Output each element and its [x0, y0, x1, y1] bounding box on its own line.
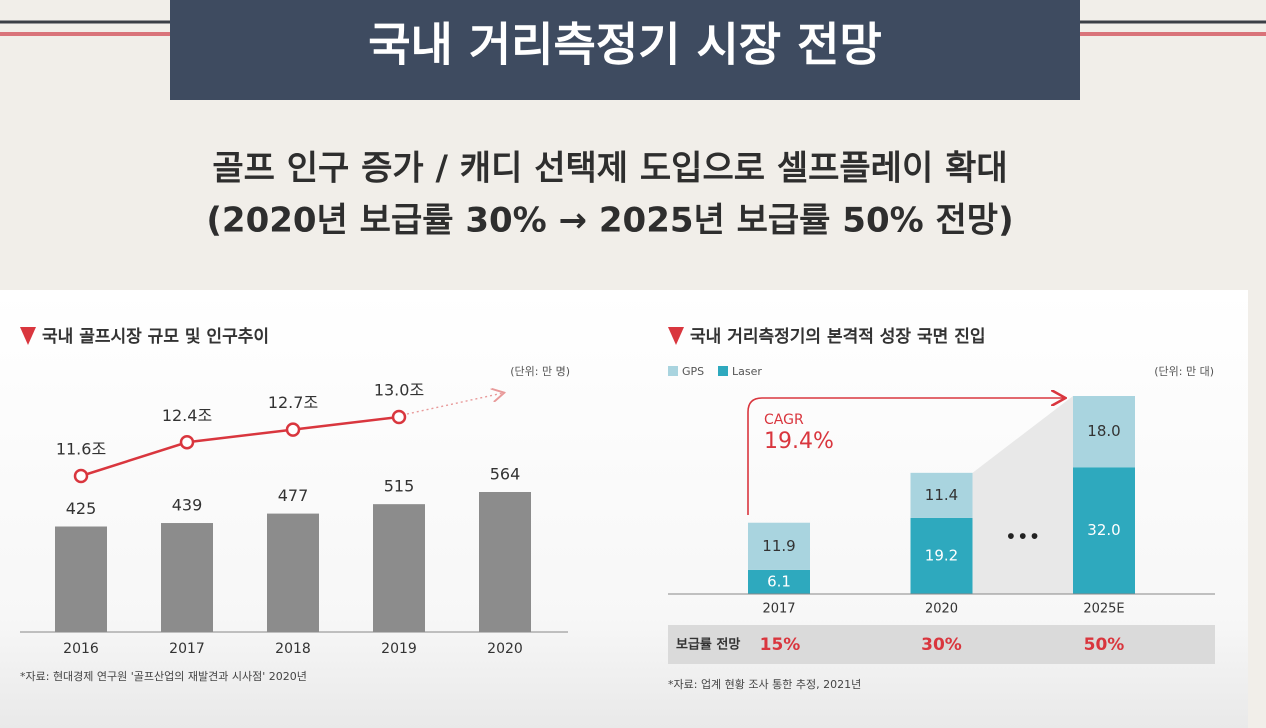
penetration-value: 50% — [1084, 635, 1125, 655]
line — [80, 415, 400, 478]
data-label: 32.0 — [1087, 521, 1120, 539]
data-label: 6.1 — [767, 572, 791, 590]
data-label: 19.2 — [925, 546, 958, 564]
line-point — [391, 409, 407, 425]
data-label: 11.4 — [925, 486, 958, 504]
data-label: 13.0조 — [374, 381, 424, 400]
legend-label: Laser — [732, 365, 762, 378]
legend-swatch — [718, 366, 728, 376]
x-tick-label: 2017 — [762, 602, 795, 617]
legend-label: GPS — [682, 365, 704, 378]
title-banner — [170, 0, 1080, 100]
bar — [267, 513, 319, 632]
gap-label: ••• — [1005, 525, 1040, 549]
bar-segment — [910, 472, 973, 518]
unit-label: (단위: 만 명) — [510, 365, 570, 378]
line-point — [285, 422, 301, 437]
chart-title: 국내 골프시장 규모 및 인구추이 — [42, 327, 269, 347]
trend-extension — [406, 393, 503, 415]
subtitle: 골프 인구 증가 / 캐디 선택제 도입으로 셀프플레이 확대 — [212, 149, 1007, 189]
bar-segment — [748, 569, 810, 594]
x-tick-label: 2025E — [1083, 602, 1124, 617]
x-tick-label: 2016 — [63, 641, 99, 657]
line-point — [179, 435, 195, 450]
title-icon — [20, 327, 36, 345]
data-label: 11.9 — [762, 537, 795, 555]
source: *자료: 현대경제 연구원 '골프산업의 재발견과 시사점' 2020년 — [20, 670, 307, 683]
penetration-value: 30% — [921, 635, 962, 655]
bar-segment — [748, 522, 810, 570]
unit-label: (단위: 만 대) — [1154, 365, 1214, 378]
annotation-label: CAGR — [764, 412, 804, 428]
data-label: 515 — [384, 477, 415, 496]
x-tick-label: 2017 — [169, 641, 205, 657]
data-label: 11.6조 — [56, 440, 106, 459]
source: *자료: 업계 현황 조사 통한 추정, 2021년 — [668, 678, 861, 691]
chart-title: 국내 거리측정기의 본격적 성장 국면 진입 — [690, 327, 985, 347]
annotation-value: 19.4% — [764, 429, 834, 454]
bar — [479, 492, 531, 632]
growth-shade — [972, 396, 1073, 594]
bar-segment — [1073, 467, 1135, 594]
bar-segment — [1073, 396, 1135, 468]
penetration-row — [668, 625, 1215, 664]
x-tick-label: 2020 — [487, 641, 523, 657]
data-label: 477 — [278, 486, 309, 505]
bar — [55, 526, 107, 632]
data-label: 12.7조 — [268, 393, 318, 412]
cagr-arrow — [747, 398, 1064, 515]
line-point — [73, 468, 89, 484]
data-label: 12.4조 — [162, 406, 212, 425]
title-icon — [668, 327, 684, 345]
bar — [161, 523, 213, 632]
subtitle: (2020년 보급률 30% → 2025년 보급률 50% 전망) — [206, 201, 1013, 241]
bar — [373, 504, 425, 632]
penetration-label: 보급률 전망 — [676, 637, 740, 653]
legend-swatch — [668, 366, 678, 376]
x-tick-label: 2019 — [381, 641, 417, 657]
data-label: 425 — [66, 499, 97, 518]
data-label: 564 — [490, 465, 521, 484]
x-tick-label: 2020 — [925, 602, 958, 617]
x-tick-label: 2018 — [275, 641, 311, 657]
slide-title: 국내 거리측정기 시장 전망 — [368, 18, 882, 72]
penetration-value: 15% — [760, 635, 801, 655]
data-label: 18.0 — [1087, 422, 1120, 440]
data-label: 439 — [172, 496, 203, 515]
bar-segment — [910, 517, 973, 594]
